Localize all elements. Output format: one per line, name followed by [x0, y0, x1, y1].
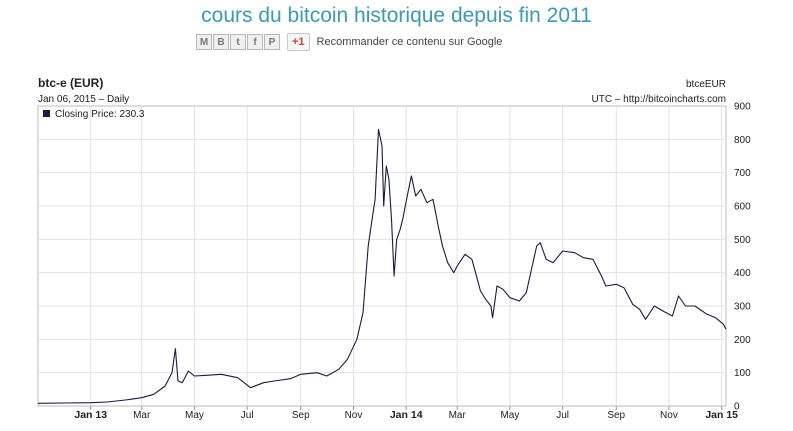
x-tick-label: Jan 14 [390, 409, 423, 421]
y-tick-label: 0 [734, 402, 740, 413]
gplus-button[interactable]: +1 [287, 33, 310, 51]
x-axis: Jan 13 Mar May Jul Sep Nov Jan 14 Mar May Jul Sep N… [74, 406, 738, 421]
y-tick-label: 700 [734, 168, 751, 179]
page-title: cours du bitcoin historique depuis fin 2… [201, 4, 592, 27]
y-tick-label: 400 [734, 268, 751, 279]
source-line: UTC – http://bitcoincharts.com [592, 94, 727, 105]
x-tick-label: Mar [133, 410, 151, 421]
x-tick-label: May [185, 410, 204, 421]
blogger-icon[interactable]: B [213, 34, 229, 50]
x-tick-label: Nov [660, 410, 678, 421]
x-tick-label: Nov [345, 410, 363, 421]
facebook-icon[interactable]: f [247, 34, 263, 50]
gridlines [38, 106, 726, 406]
x-tick-label: Jan 13 [74, 409, 107, 421]
x-tick-label: Jan 15 [705, 409, 738, 421]
x-tick-label: Sep [292, 410, 310, 421]
y-axis: 0 100 200 300 400 500 600 700 800 900 [734, 102, 751, 413]
y-tick-label: 500 [734, 235, 751, 246]
x-tick-label: Jul [556, 410, 569, 421]
gmail-icon[interactable]: M [196, 34, 212, 50]
legend-swatch [43, 110, 50, 117]
y-tick-label: 300 [734, 302, 751, 313]
pinterest-icon[interactable]: P [264, 34, 280, 50]
share-bar: M B t f P +1 Recommander ce contenu sur … [196, 33, 502, 51]
x-tick-label: May [500, 410, 519, 421]
chart-title: btc-e (EUR) [38, 76, 103, 90]
twitter-icon[interactable]: t [230, 34, 246, 50]
x-tick-label: Mar [449, 410, 467, 421]
y-tick-label: 900 [734, 102, 751, 113]
y-tick-label: 800 [734, 135, 751, 146]
y-tick-label: 100 [734, 368, 751, 379]
y-tick-label: 200 [734, 335, 751, 346]
chart-subtitle: Jan 06, 2015 – Daily [38, 94, 129, 105]
y-tick-label: 600 [734, 202, 751, 213]
x-tick-label: Jul [241, 410, 254, 421]
recommend-text: Recommander ce contenu sur Google [316, 36, 503, 48]
x-tick-label: Sep [607, 410, 625, 421]
closing-price-line [37, 128, 727, 404]
legend-label: Closing Price: 230.3 [55, 109, 145, 120]
source-symbol: btceEUR [686, 79, 726, 90]
